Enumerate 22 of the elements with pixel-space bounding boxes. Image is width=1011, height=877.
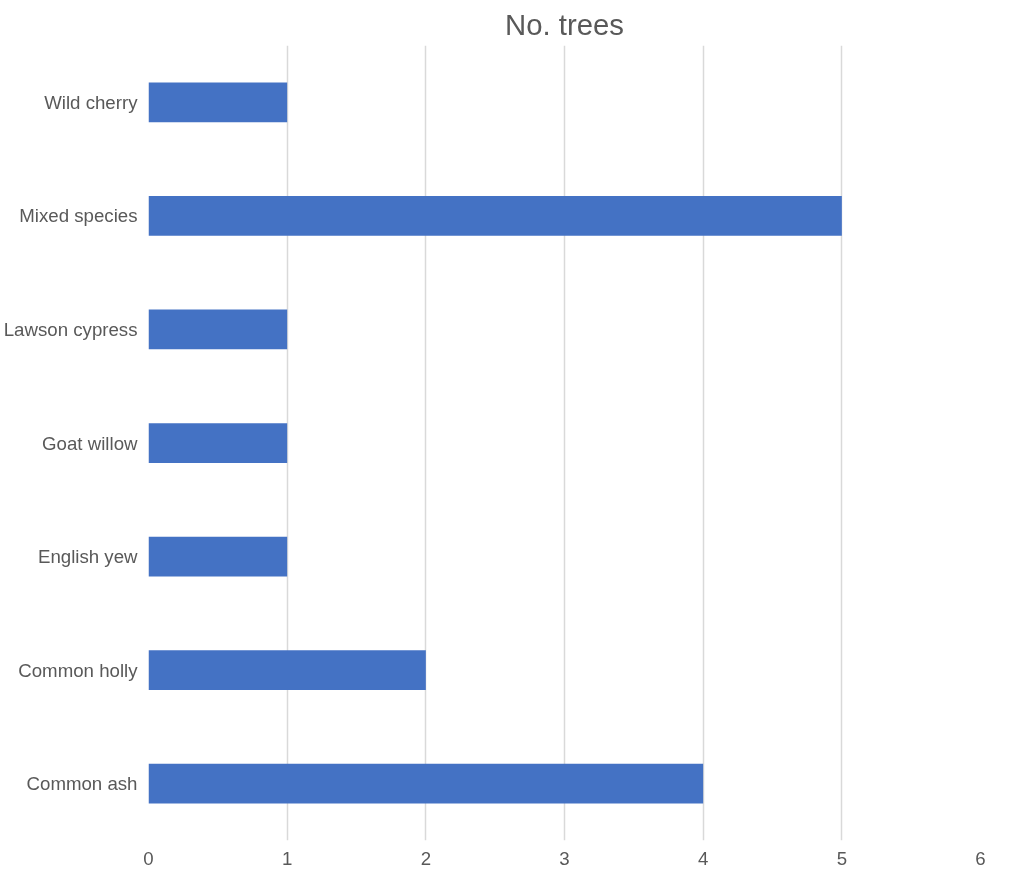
bar — [148, 309, 288, 350]
x-tick-label: 5 — [836, 847, 848, 869]
bar — [148, 650, 426, 691]
bar — [148, 195, 842, 236]
x-tick-label: 6 — [975, 847, 986, 869]
bar — [148, 423, 288, 463]
bar — [148, 763, 704, 804]
bar — [148, 82, 288, 123]
y-tick-label: Mixed species — [19, 205, 138, 227]
chart-title: No. trees — [505, 7, 625, 41]
y-tick-label: English yew — [37, 546, 139, 568]
y-tick-label: Common ash — [26, 773, 138, 795]
y-tick-label: Lawson cypress — [3, 318, 138, 340]
y-tick-label: Wild cherry — [44, 91, 139, 113]
y-tick-label: Common holly — [18, 659, 139, 681]
x-tick-label: 3 — [559, 847, 570, 869]
x-tick-label: 4 — [697, 847, 709, 869]
x-tick-label: 1 — [281, 847, 293, 869]
y-tick-label: Goat willow — [42, 432, 139, 454]
bar — [148, 536, 288, 577]
x-tick-label: 0 — [143, 847, 154, 869]
x-tick-label: 2 — [420, 847, 432, 869]
